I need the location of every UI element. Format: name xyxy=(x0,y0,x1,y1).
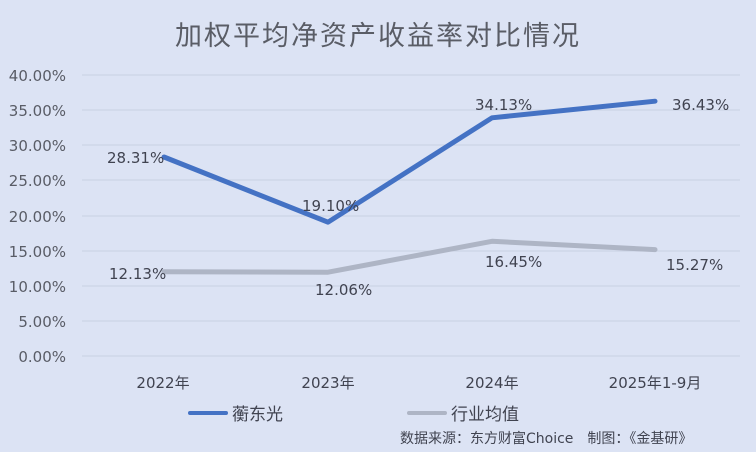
legend-swatch xyxy=(188,410,228,415)
data-label: 16.45% xyxy=(485,253,542,271)
gridlines xyxy=(82,74,740,357)
x-tick: 2023年 xyxy=(301,374,354,392)
series-hengdongguang-line xyxy=(161,98,658,225)
y-tick: 35.00% xyxy=(9,102,66,120)
y-tick: 30.00% xyxy=(9,137,66,155)
y-tick: 5.00% xyxy=(18,313,66,331)
series-industry-average-line xyxy=(161,238,658,275)
x-axis: 2022年 2023年 2024年 2025年1-9月 xyxy=(136,374,701,392)
data-label: 12.06% xyxy=(315,281,372,299)
legend-item-hengdongguang: 蘅东光 xyxy=(188,400,283,425)
y-tick: 15.00% xyxy=(9,243,66,261)
chart-title: 加权平均净资产收益率对比情况 xyxy=(175,21,581,52)
y-tick: 25.00% xyxy=(9,172,66,190)
data-label: 12.13% xyxy=(109,265,166,283)
legend-label: 蘅东光 xyxy=(232,405,283,425)
y-tick: 40.00% xyxy=(9,67,66,85)
x-tick: 2025年1-9月 xyxy=(609,374,702,392)
y-tick: 10.00% xyxy=(9,278,66,296)
legend-swatch xyxy=(407,410,447,415)
data-label: 36.43% xyxy=(672,96,729,114)
y-tick: 20.00% xyxy=(9,208,66,226)
data-label: 19.10% xyxy=(302,197,359,215)
y-tick: 0.00% xyxy=(18,348,66,366)
legend-label: 行业均值 xyxy=(451,405,519,425)
x-tick: 2024年 xyxy=(465,374,518,392)
data-label: 34.13% xyxy=(475,96,532,114)
legend-item-industry-average: 行业均值 xyxy=(407,400,519,425)
y-axis: 40.00% 35.00% 30.00% 25.00% 20.00% 15.00… xyxy=(9,67,66,366)
source-note: 数据来源：东方财富Choice 制图：《金基研》 xyxy=(400,431,693,447)
data-label: 15.27% xyxy=(666,256,723,274)
data-label: 28.31% xyxy=(107,149,164,167)
data-labels-hengdongguang: 28.31% 19.10% 34.13% 36.43% xyxy=(107,96,729,215)
data-labels-industry-average: 12.13% 12.06% 16.45% 15.27% xyxy=(109,253,723,299)
x-tick: 2022年 xyxy=(136,374,189,392)
